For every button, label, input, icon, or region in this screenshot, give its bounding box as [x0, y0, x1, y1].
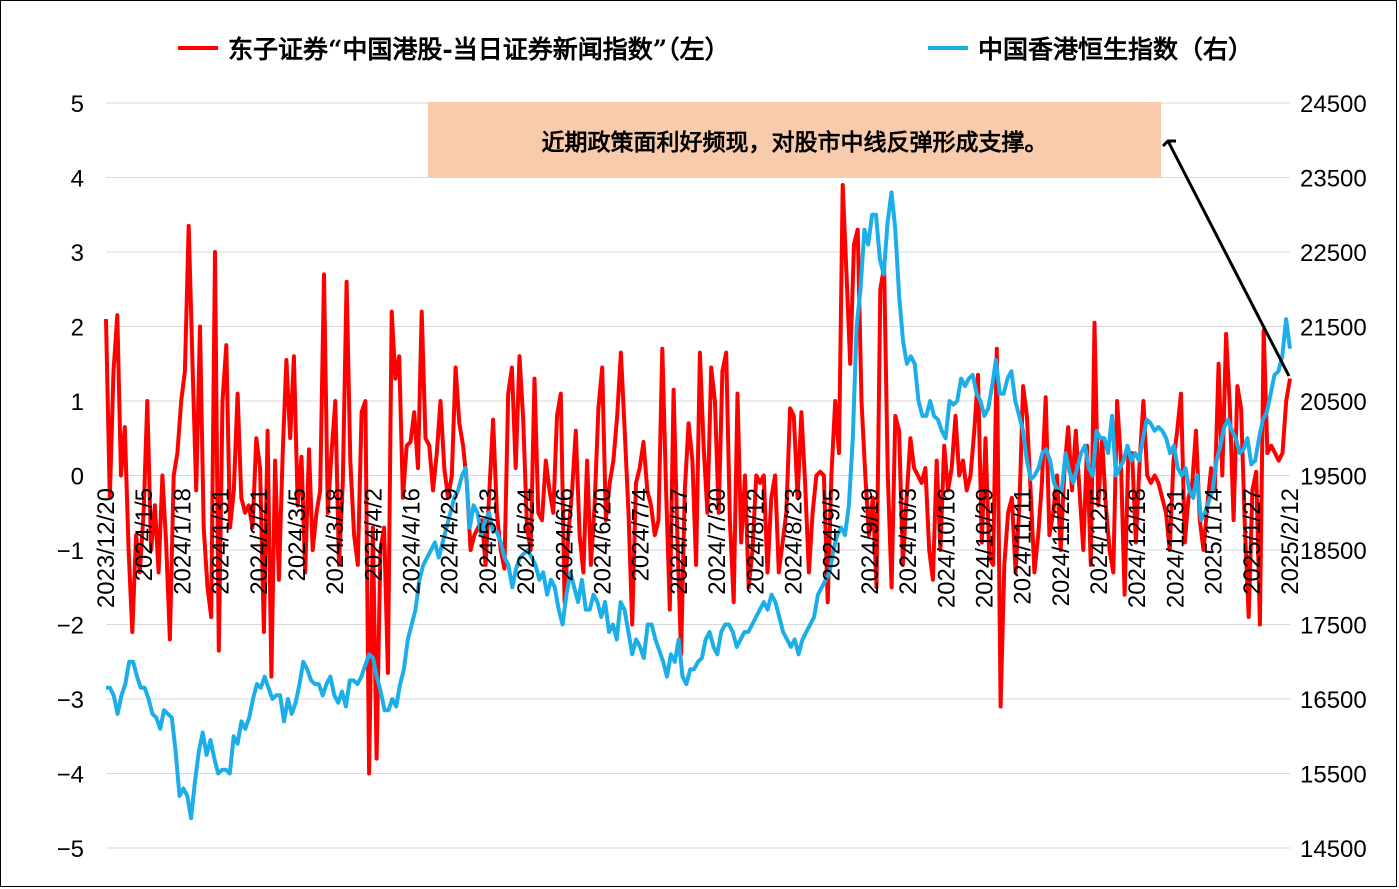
x-tick-label: 2024/8/23 — [780, 488, 807, 595]
x-tick-label: 2024/6/6 — [551, 488, 578, 581]
x-tick-label: 2024/3/5 — [284, 488, 311, 581]
y-right-tick-label: 24500 — [1300, 91, 1367, 118]
y-right-tick-label: 23500 — [1300, 166, 1367, 193]
x-axis: 2023/12/20 2024/1/5 2024/1/18 2024/1/31 2024… — [93, 488, 1304, 608]
annotation-arrow-head — [1161, 139, 1176, 148]
x-tick-label: 2024/5/24 — [513, 488, 540, 595]
y-left-tick-label: −3 — [57, 687, 84, 714]
x-tick-label: 2024/10/3 — [895, 488, 922, 595]
y-right-tick-label: 16500 — [1300, 687, 1367, 714]
x-tick-label: 2024/6/20 — [590, 488, 617, 595]
series-layer — [104, 183, 1292, 821]
y-left-tick-label: −2 — [57, 613, 84, 640]
x-tick-label: 2024/4/16 — [399, 488, 426, 595]
y-left-tick-label: 5 — [71, 91, 84, 118]
series-line-news-index — [104, 183, 1292, 776]
x-tick-label: 2024/12/31 — [1162, 488, 1189, 608]
y-left-tick-label: −1 — [57, 538, 84, 565]
x-tick-label: 2025/2/12 — [1277, 488, 1304, 595]
y-left-tick-label: 0 — [71, 464, 84, 491]
annotation-arrow-line — [1166, 140, 1291, 377]
x-tick-label: 2024/7/4 — [628, 488, 655, 581]
x-tick-label: 2025/1/27 — [1239, 488, 1266, 595]
y-right-tick-label: 21500 — [1300, 315, 1367, 342]
annotation-arrow-layer — [1161, 139, 1291, 377]
y-axis-right: 24500 23500 22500 21500 20500 19500 18500 17500… — [1300, 91, 1367, 863]
y-left-tick-label: 3 — [71, 240, 84, 267]
x-tick-label: 2024/10/29 — [971, 488, 998, 608]
y-left-tick-label: 2 — [71, 315, 84, 342]
y-right-tick-label: 15500 — [1300, 762, 1367, 789]
legend-item-hang-seng: 中国香港恒生指数（右） — [928, 30, 1253, 66]
x-tick-label: 2024/9/19 — [857, 488, 884, 595]
annotation-box: 近期政策面利好频现，对股市中线反弹形成支撑。 — [428, 102, 1161, 178]
x-tick-label: 2024/7/17 — [666, 488, 693, 595]
series-line-hang-seng — [106, 190, 1292, 821]
x-tick-label: 2024/10/16 — [933, 488, 960, 608]
x-tick-label: 2024/8/12 — [742, 488, 769, 595]
x-tick-label: 2024/1/18 — [169, 488, 196, 595]
y-left-tick-label: 4 — [71, 166, 84, 193]
x-tick-label: 2024/3/18 — [322, 488, 349, 595]
legend-swatch-news-index — [178, 46, 218, 50]
x-tick-label: 2024/1/31 — [208, 488, 235, 595]
y-right-tick-label: 17500 — [1300, 613, 1367, 640]
x-tick-label: 2024/4/2 — [360, 488, 387, 581]
x-tick-label: 2024/7/30 — [704, 488, 731, 595]
y-axis-left: 5 4 3 2 1 0 −1 −2 −3 −4 −5 — [57, 91, 84, 863]
x-tick-label: 2024/11/22 — [1048, 488, 1075, 606]
legend-label-hang-seng: 中国香港恒生指数（右） — [978, 35, 1254, 64]
x-tick-label: 2024/2/21 — [246, 488, 273, 595]
y-right-tick-label: 14500 — [1300, 836, 1367, 863]
x-tick-label: 2024/12/5 — [1086, 488, 1113, 595]
x-tick-label: 2024/11/11 — [1010, 488, 1037, 605]
x-tick-label: 2024/1/5 — [131, 488, 158, 581]
x-tick-label: 2024/12/18 — [1124, 488, 1151, 608]
x-tick-label: 2023/12/20 — [93, 488, 120, 608]
y-left-tick-label: −4 — [57, 762, 84, 789]
y-right-tick-label: 19500 — [1300, 464, 1367, 491]
legend-label-news-index: 东子证券“中国港股-当日证券新闻指数”（左） — [228, 35, 730, 64]
legend-swatch-hang-seng — [928, 46, 968, 50]
x-tick-label: 2024/4/29 — [437, 488, 464, 595]
x-tick-label: 2024/5/13 — [475, 488, 502, 595]
y-left-tick-label: −5 — [57, 836, 84, 863]
legend-item-news-index: 东子证券“中国港股-当日证券新闻指数”（左） — [178, 30, 730, 66]
y-left-tick-label: 1 — [71, 389, 84, 416]
y-right-tick-label: 20500 — [1300, 389, 1367, 416]
y-right-tick-label: 22500 — [1300, 240, 1367, 267]
x-tick-label: 2025/1/14 — [1201, 488, 1228, 595]
x-tick-label: 2024/9/5 — [819, 488, 846, 581]
y-right-tick-label: 18500 — [1300, 538, 1367, 565]
